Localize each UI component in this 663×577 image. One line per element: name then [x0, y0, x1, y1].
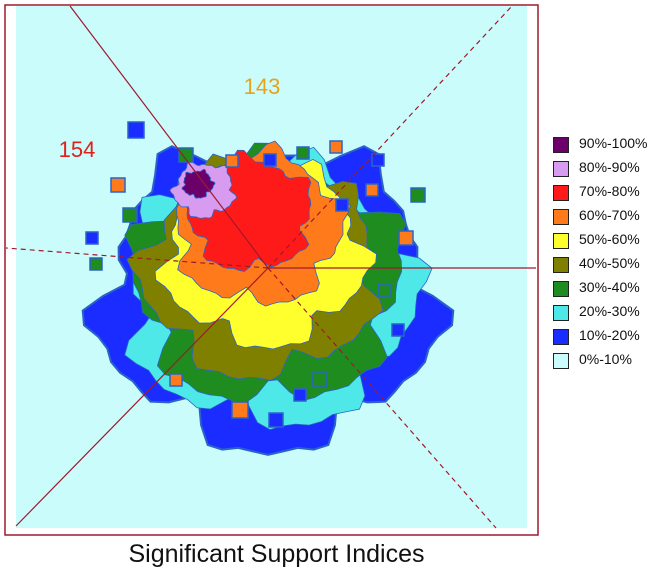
- chart-title: Significant Support Indices: [128, 540, 425, 568]
- legend-label: 50%-60%: [579, 231, 640, 247]
- contour-island: [178, 147, 194, 163]
- contour-island: [231, 401, 249, 419]
- legend-swatch: [553, 257, 569, 273]
- contour-island: [169, 373, 183, 387]
- contour-island: [127, 121, 145, 139]
- contour-island: [329, 140, 343, 154]
- contour-island: [293, 388, 307, 402]
- contour-island: [89, 257, 103, 271]
- contour-band: [181, 168, 216, 199]
- contour-island: [225, 154, 239, 168]
- contour-island: [110, 177, 126, 193]
- legend-label: 90%-100%: [579, 135, 648, 151]
- contour-island: [377, 283, 391, 297]
- contour-island: [391, 323, 405, 337]
- legend-label: 10%-20%: [579, 327, 640, 343]
- contour-island: [268, 412, 284, 428]
- contour-island: [371, 153, 385, 167]
- annotation-154: 154: [59, 137, 96, 162]
- legend-swatch: [553, 161, 569, 177]
- dashed-divider-line: [267, 267, 497, 529]
- contour-island: [410, 187, 426, 203]
- legend-swatch: [553, 209, 569, 225]
- contour-island: [335, 198, 349, 212]
- solid-divider-line: [15, 267, 269, 527]
- legend-swatch: [553, 305, 569, 321]
- dashed-divider-line: [267, 5, 513, 269]
- sector-divider-lines: [5, 5, 536, 529]
- contour-island: [312, 372, 328, 388]
- legend-label: 40%-50%: [579, 255, 640, 271]
- contour-island: [85, 231, 99, 245]
- legend-label: 70%-80%: [579, 183, 640, 199]
- annotation-143: 143: [244, 74, 281, 99]
- dashed-divider-line: [5, 247, 269, 269]
- contour-island: [296, 146, 310, 160]
- contour-island: [263, 153, 277, 167]
- legend-swatch: [553, 233, 569, 249]
- legend-label: 20%-30%: [579, 303, 640, 319]
- legend-label: 80%-90%: [579, 159, 640, 175]
- legend-label: 60%-70%: [579, 207, 640, 223]
- contour-island: [365, 183, 379, 197]
- legend-swatch: [553, 185, 569, 201]
- legend-swatch: [553, 281, 569, 297]
- solid-divider-line: [69, 5, 269, 269]
- legend-label: 0%-10%: [579, 351, 632, 367]
- legend-swatch: [553, 353, 569, 369]
- legend-label: 30%-40%: [579, 279, 640, 295]
- contour-island: [122, 207, 138, 223]
- legend-swatch: [553, 137, 569, 153]
- contour-island: [398, 230, 414, 246]
- legend-swatch: [553, 329, 569, 345]
